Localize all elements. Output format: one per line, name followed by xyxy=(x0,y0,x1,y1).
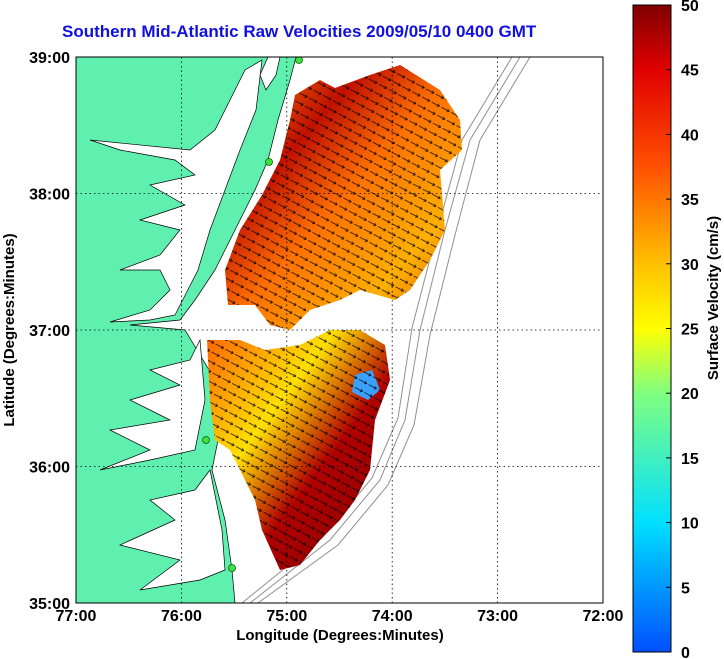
y-tick-labels: 39:00 38:00 37:00 36:00 35:00 xyxy=(29,50,70,613)
colorbar-tick-label: 40 xyxy=(681,127,699,144)
colorbar-label: Surface Velocity (cm/s) xyxy=(705,216,722,380)
colorbar-tick-label: 35 xyxy=(681,192,699,209)
pamlico-sound xyxy=(118,469,226,591)
y-tick-label: 38:00 xyxy=(29,187,70,204)
x-tick-label: 76:00 xyxy=(161,608,202,625)
colorbar-tick-label: 0 xyxy=(681,645,690,659)
x-axis-label: Longitude (Degrees:Minutes) xyxy=(236,627,444,644)
chesapeake-bay xyxy=(89,59,263,323)
radar-site-marker xyxy=(228,564,236,572)
y-tick-label: 35:00 xyxy=(29,596,70,613)
y-axis-label: Latitude (Degrees:Minutes) xyxy=(1,233,18,426)
delaware-bay xyxy=(259,57,281,91)
colorbar-tick-label: 10 xyxy=(681,516,699,533)
x-tick-label: 75:00 xyxy=(266,608,307,625)
radar-site-marker xyxy=(265,158,273,166)
colorbar-tick-label: 25 xyxy=(681,322,699,339)
map-title: Southern Mid-Atlantic Raw Velocities 200… xyxy=(62,22,537,41)
y-tick-label: 36:00 xyxy=(29,460,70,477)
map-grid xyxy=(76,57,603,603)
colorbar-tick-label: 45 xyxy=(681,63,699,80)
colorbar-tick-label: 50 xyxy=(681,0,699,15)
y-tick-label: 39:00 xyxy=(29,50,70,67)
colorbar-tick-label: 15 xyxy=(681,451,699,468)
colorbar-tick-label: 5 xyxy=(681,580,690,597)
colorbar-tick-label: 20 xyxy=(681,386,699,403)
albemarle-sound xyxy=(99,338,206,471)
colorbar-tick-label: 30 xyxy=(681,257,699,274)
x-tick-label: 77:00 xyxy=(56,608,97,625)
radar-site-marker xyxy=(202,436,210,444)
x-tick-labels: 77:00 76:00 75:00 74:00 73:00 72:00 xyxy=(56,608,624,625)
colorbar xyxy=(632,4,672,653)
y-tick-label: 37:00 xyxy=(29,323,70,340)
x-tick-label: 74:00 xyxy=(372,608,413,625)
x-tick-label: 73:00 xyxy=(477,608,518,625)
velocity-field-south xyxy=(207,330,390,570)
velocity-field-north xyxy=(225,65,462,330)
radar-site-marker xyxy=(295,57,303,64)
radar-sites xyxy=(202,57,303,572)
x-tick-label: 72:00 xyxy=(583,608,624,625)
plot-frame xyxy=(75,56,604,604)
